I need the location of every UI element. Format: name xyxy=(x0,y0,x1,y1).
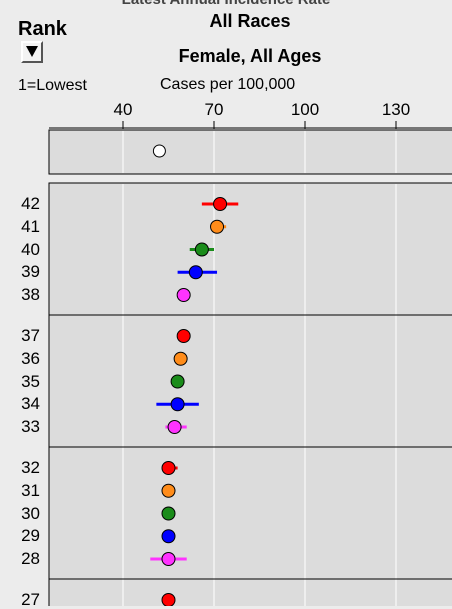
rate-marker xyxy=(188,265,203,280)
rate-marker xyxy=(194,242,209,257)
rate-marker xyxy=(161,483,176,498)
sort-down-arrow-icon xyxy=(26,46,38,57)
rank-number: 39 xyxy=(21,262,40,282)
x-tick-label: 100 xyxy=(290,100,320,119)
rank-note: 1=Lowest xyxy=(18,77,87,94)
rank-number: 42 xyxy=(21,194,40,213)
rank-number: 32 xyxy=(21,458,40,477)
rank-number: 37 xyxy=(21,326,40,345)
reference-panel xyxy=(48,129,452,175)
rank-number: 30 xyxy=(21,503,40,523)
rate-marker xyxy=(161,506,176,521)
rate-marker xyxy=(173,351,188,366)
x-tick-label: 70 xyxy=(204,100,224,119)
rank-number: 27 xyxy=(21,590,40,609)
rank-number: 28 xyxy=(21,549,40,568)
rank-number: 36 xyxy=(21,348,40,368)
rank-number: 40 xyxy=(21,239,40,259)
rank-number: 38 xyxy=(21,285,40,304)
chart-title-cut: Latest Annual Incidence Rate xyxy=(0,0,452,8)
chart-title-sex-age: Female, All Ages xyxy=(178,46,322,66)
rate-marker xyxy=(176,288,191,302)
rate-marker xyxy=(170,374,185,389)
x-axis-label: Cases per 100,000 xyxy=(160,76,296,93)
rate-marker xyxy=(210,219,225,234)
rate-marker xyxy=(170,397,185,412)
rate-marker xyxy=(213,197,228,211)
rate-marker xyxy=(167,420,182,434)
rank-number: 34 xyxy=(21,394,40,414)
rate-marker xyxy=(161,593,176,606)
rank-sort-button[interactable] xyxy=(21,41,43,63)
rate-marker xyxy=(161,552,176,566)
x-tick-label: 40 xyxy=(113,100,133,119)
rank-number: 35 xyxy=(21,371,40,391)
rate-marker xyxy=(161,461,176,475)
rank-number: 41 xyxy=(21,216,40,236)
rate-marker xyxy=(176,329,191,343)
x-tick-label: 130 xyxy=(381,100,411,119)
rank-number: 29 xyxy=(21,526,40,546)
rank-number: 33 xyxy=(21,417,40,436)
ranking-panel xyxy=(48,182,452,606)
rate-marker xyxy=(161,529,176,544)
chart-title-race: All Races xyxy=(209,11,291,31)
rank-label: Rank xyxy=(18,18,67,40)
rank-number: 31 xyxy=(21,480,40,500)
reference-marker xyxy=(152,144,166,158)
